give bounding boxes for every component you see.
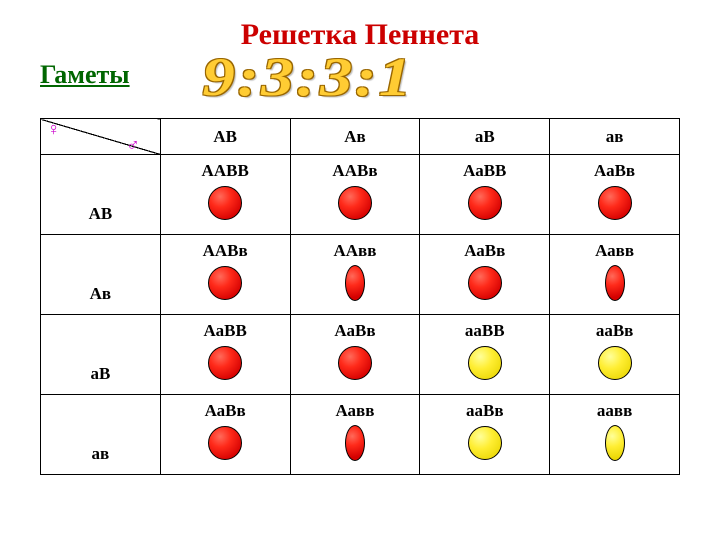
col-head-3: ав [550, 119, 680, 155]
genotype-label: аавв [550, 401, 679, 421]
red-ellipse-icon [605, 265, 625, 301]
red-circle-icon [208, 426, 242, 460]
red-circle-icon [208, 346, 242, 380]
genotype-label: ааВВ [420, 321, 549, 341]
genotype-label: Аавв [291, 401, 420, 421]
genotype-label: ааВв [550, 321, 679, 341]
genotype-label: ааВв [420, 401, 549, 421]
genotype-label: АаВв [161, 401, 290, 421]
phenotype-shape-wrap [550, 183, 679, 223]
genotype-label: АаВВ [420, 161, 549, 181]
phenotype-shape-wrap [420, 263, 549, 303]
cell-0-2: АаВВ [420, 155, 550, 235]
red-circle-icon [598, 186, 632, 220]
cell-0-3: АаВв [550, 155, 680, 235]
red-ellipse-icon [345, 425, 365, 461]
male-symbol: ♂ [126, 135, 140, 156]
cell-2-2: ааВВ [420, 315, 550, 395]
yellow-circle-icon [598, 346, 632, 380]
female-symbol: ♀ [47, 119, 61, 140]
phenotype-shape-wrap [550, 423, 679, 463]
subheader-row: Гаметы 9:3:3:1 [0, 60, 720, 116]
table-row: аВАаВВАаВвааВВааВв [41, 315, 680, 395]
corner-cell: ♀ ♂ [41, 119, 161, 155]
cell-2-1: АаВв [290, 315, 420, 395]
phenotype-shape-wrap [291, 343, 420, 383]
red-circle-icon [468, 186, 502, 220]
cell-2-3: ааВв [550, 315, 680, 395]
cell-0-1: ААВв [290, 155, 420, 235]
phenotype-shape-wrap [550, 343, 679, 383]
row-head-2: аВ [41, 315, 161, 395]
phenotype-shape-wrap [291, 423, 420, 463]
yellow-circle-icon [468, 346, 502, 380]
red-circle-icon [338, 186, 372, 220]
row-head-3: ав [41, 395, 161, 475]
cell-3-2: ааВв [420, 395, 550, 475]
genotype-label: АаВв [420, 241, 549, 261]
phenotype-shape-wrap [291, 263, 420, 303]
genotype-label: ААВВ [161, 161, 290, 181]
table-row: авАаВвАаввааВваавв [41, 395, 680, 475]
punnett-grid: ♀ ♂ АВ Ав аВ ав АВААВВААВвАаВВАаВвАвААВв… [40, 118, 680, 475]
cell-1-3: Аавв [550, 235, 680, 315]
cell-3-0: АаВв [160, 395, 290, 475]
col-head-0: АВ [160, 119, 290, 155]
red-circle-icon [338, 346, 372, 380]
phenotype-shape-wrap [161, 263, 290, 303]
genotype-label: ААВв [291, 161, 420, 181]
genotype-label: АаВВ [161, 321, 290, 341]
red-circle-icon [208, 186, 242, 220]
yellow-circle-icon [468, 426, 502, 460]
genotype-label: ААвв [291, 241, 420, 261]
phenotype-shape-wrap [550, 263, 679, 303]
red-ellipse-icon [345, 265, 365, 301]
phenotype-shape-wrap [420, 343, 549, 383]
col-head-2: аВ [420, 119, 550, 155]
cell-3-3: аавв [550, 395, 680, 475]
red-circle-icon [468, 266, 502, 300]
phenotype-shape-wrap [291, 183, 420, 223]
cell-1-2: АаВв [420, 235, 550, 315]
genotype-label: ААВв [161, 241, 290, 261]
table-row: АВААВВААВвАаВВАаВв [41, 155, 680, 235]
table-row: АвААВвААввАаВвАавв [41, 235, 680, 315]
phenotype-shape-wrap [161, 343, 290, 383]
cell-3-1: Аавв [290, 395, 420, 475]
genotype-label: АаВв [550, 161, 679, 181]
phenotype-shape-wrap [420, 183, 549, 223]
yellow-ellipse-icon [605, 425, 625, 461]
cell-1-0: ААВв [160, 235, 290, 315]
gametes-label: Гаметы [40, 60, 130, 90]
genotype-label: АаВв [291, 321, 420, 341]
phenotype-shape-wrap [161, 183, 290, 223]
red-circle-icon [208, 266, 242, 300]
cell-0-0: ААВВ [160, 155, 290, 235]
row-head-0: АВ [41, 155, 161, 235]
phenotype-shape-wrap [420, 423, 549, 463]
ratio-text: 9:3:3:1 [202, 46, 413, 108]
row-head-1: Ав [41, 235, 161, 315]
header-row: ♀ ♂ АВ Ав аВ ав [41, 119, 680, 155]
col-head-1: Ав [290, 119, 420, 155]
genotype-label: Аавв [550, 241, 679, 261]
cell-1-1: ААвв [290, 235, 420, 315]
cell-2-0: АаВВ [160, 315, 290, 395]
phenotype-shape-wrap [161, 423, 290, 463]
